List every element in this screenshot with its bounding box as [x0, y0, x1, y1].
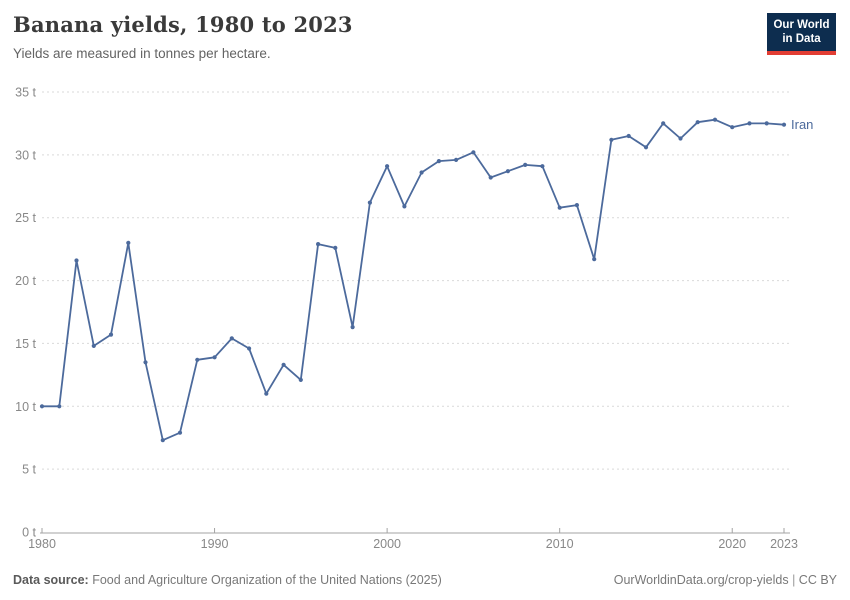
data-point[interactable] [471, 150, 476, 155]
data-point[interactable] [298, 377, 303, 382]
data-point[interactable] [781, 122, 787, 127]
owid-logo-line1: Our World [773, 19, 830, 31]
x-tick-label: 2000 [373, 537, 401, 551]
data-point[interactable] [367, 200, 372, 205]
data-point[interactable] [39, 404, 45, 409]
data-point[interactable] [557, 205, 562, 210]
chart-header: Banana yields, 1980 to 2023 Yields are m… [13, 12, 353, 61]
y-tick-label: 5 t [22, 463, 36, 477]
data-point[interactable] [385, 164, 390, 169]
data-point[interactable] [678, 136, 683, 141]
data-point[interactable] [74, 258, 79, 263]
data-point[interactable] [195, 357, 200, 362]
data-point[interactable] [333, 245, 338, 250]
data-point[interactable] [126, 240, 131, 245]
data-source: Data source: Food and Agriculture Organi… [13, 573, 442, 587]
data-point[interactable] [91, 343, 96, 348]
data-point[interactable] [160, 438, 165, 443]
footer-links: OurWorldinData.org/crop-yields | CC BY [614, 573, 837, 587]
owid-url-link[interactable]: OurWorldinData.org/crop-yields [613, 573, 789, 587]
data-source-text: Food and Agriculture Organization of the… [92, 573, 442, 587]
x-tick-label: 1990 [201, 537, 229, 551]
chart-subtitle: Yields are measured in tonnes per hectar… [13, 46, 271, 61]
data-point[interactable] [316, 242, 321, 247]
data-point[interactable] [419, 170, 424, 175]
data-point[interactable] [212, 355, 217, 360]
x-tick-label: 2023 [770, 537, 798, 551]
data-point[interactable] [730, 125, 735, 130]
footer-separator: | [792, 573, 796, 587]
x-tick-label: 2010 [546, 537, 574, 551]
y-tick-label: 20 t [15, 274, 36, 288]
owid-logo-line2: in Data [782, 33, 821, 46]
data-point[interactable] [540, 164, 545, 169]
data-point[interactable] [695, 120, 700, 125]
y-tick-label: 25 t [15, 211, 36, 225]
data-point[interactable] [454, 157, 459, 162]
y-tick-label: 30 t [15, 148, 36, 162]
data-point[interactable] [764, 121, 769, 126]
data-point[interactable] [247, 346, 252, 351]
data-point[interactable] [609, 137, 614, 142]
data-point[interactable] [57, 404, 62, 409]
data-point[interactable] [177, 430, 183, 435]
data-source-label: Data source: [13, 573, 89, 587]
data-point[interactable] [523, 162, 528, 167]
license-link[interactable]: CC BY [798, 573, 837, 587]
y-tick-label: 0 t [22, 526, 36, 540]
data-point[interactable] [264, 391, 269, 396]
data-point[interactable] [108, 332, 114, 337]
data-point[interactable] [505, 169, 510, 174]
y-tick-label: 15 t [15, 337, 36, 351]
data-point[interactable] [592, 257, 597, 262]
data-point[interactable] [350, 325, 355, 330]
data-point[interactable] [712, 117, 718, 122]
data-point[interactable] [143, 360, 148, 365]
y-tick-label: 35 t [15, 86, 36, 100]
data-point[interactable] [626, 133, 631, 139]
series-label-iran[interactable]: Iran [791, 117, 813, 132]
data-point[interactable] [488, 175, 493, 180]
data-point[interactable] [402, 204, 407, 209]
chart-title: Banana yields, 1980 to 2023 [13, 12, 353, 37]
data-point[interactable] [643, 145, 649, 150]
data-point[interactable] [661, 121, 666, 126]
data-point[interactable] [229, 336, 234, 341]
data-point[interactable] [747, 121, 752, 126]
x-tick-label: 1980 [28, 537, 56, 551]
owid-logo[interactable]: Our World in Data [767, 13, 836, 55]
chart-footer: Data source: Food and Agriculture Organi… [13, 573, 837, 587]
x-tick-label: 2020 [718, 537, 746, 551]
y-tick-label: 10 t [15, 400, 36, 414]
data-point[interactable] [281, 362, 286, 367]
data-series-line[interactable] [41, 118, 785, 442]
data-point[interactable] [574, 203, 580, 208]
data-point[interactable] [436, 159, 441, 164]
